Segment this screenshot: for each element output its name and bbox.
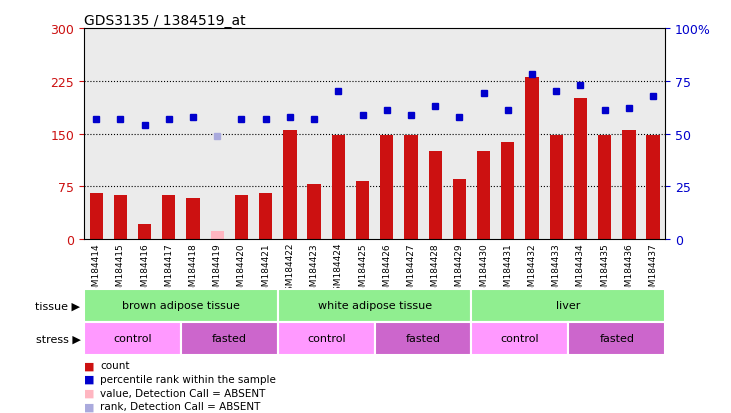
Bar [574, 99, 587, 240]
Bar [622, 131, 635, 240]
Bar [278, 322, 374, 355]
Text: fasted: fasted [406, 334, 441, 344]
Bar [89, 194, 103, 240]
Bar [186, 199, 200, 240]
Bar [138, 224, 151, 240]
Bar [259, 194, 273, 240]
Bar [452, 180, 466, 240]
Bar [477, 152, 491, 240]
Bar [278, 289, 471, 322]
Bar [114, 195, 127, 240]
Text: white adipose tissue: white adipose tissue [317, 301, 432, 311]
Bar [181, 322, 278, 355]
Bar [308, 185, 321, 240]
Bar [380, 135, 393, 240]
Text: stress ▶: stress ▶ [36, 334, 80, 344]
Text: GDS3135 / 1384519_at: GDS3135 / 1384519_at [84, 14, 246, 28]
Text: control: control [113, 334, 152, 344]
Text: ■: ■ [84, 401, 94, 411]
Bar [404, 135, 417, 240]
Bar [428, 152, 442, 240]
Bar [356, 181, 369, 240]
Text: fasted: fasted [212, 334, 247, 344]
Bar [374, 322, 471, 355]
Bar [162, 195, 175, 240]
Bar [283, 131, 297, 240]
Bar [569, 322, 665, 355]
Bar [646, 135, 660, 240]
Text: tissue ▶: tissue ▶ [35, 301, 80, 311]
Bar [526, 78, 539, 240]
Bar [235, 195, 248, 240]
Text: ■: ■ [84, 388, 94, 398]
Text: control: control [501, 334, 539, 344]
Text: brown adipose tissue: brown adipose tissue [122, 301, 240, 311]
Text: ■: ■ [84, 374, 94, 384]
Bar [332, 135, 345, 240]
Text: control: control [307, 334, 346, 344]
Bar [84, 289, 278, 322]
Bar [84, 322, 181, 355]
Text: ■: ■ [84, 361, 94, 370]
Bar [598, 135, 611, 240]
Bar [471, 322, 569, 355]
Text: count: count [100, 361, 129, 370]
Bar [550, 135, 563, 240]
Text: value, Detection Call = ABSENT: value, Detection Call = ABSENT [100, 388, 265, 398]
Bar [211, 231, 224, 240]
Bar [501, 142, 515, 240]
Text: rank, Detection Call = ABSENT: rank, Detection Call = ABSENT [100, 401, 260, 411]
Text: percentile rank within the sample: percentile rank within the sample [100, 374, 276, 384]
Text: fasted: fasted [599, 334, 635, 344]
Bar [471, 289, 665, 322]
Text: liver: liver [556, 301, 580, 311]
